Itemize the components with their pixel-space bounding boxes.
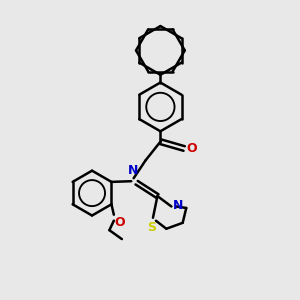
Text: O: O bbox=[186, 142, 196, 155]
Text: S: S bbox=[147, 221, 156, 234]
Text: N: N bbox=[128, 164, 138, 177]
Text: N: N bbox=[173, 200, 184, 212]
Text: O: O bbox=[114, 216, 125, 229]
